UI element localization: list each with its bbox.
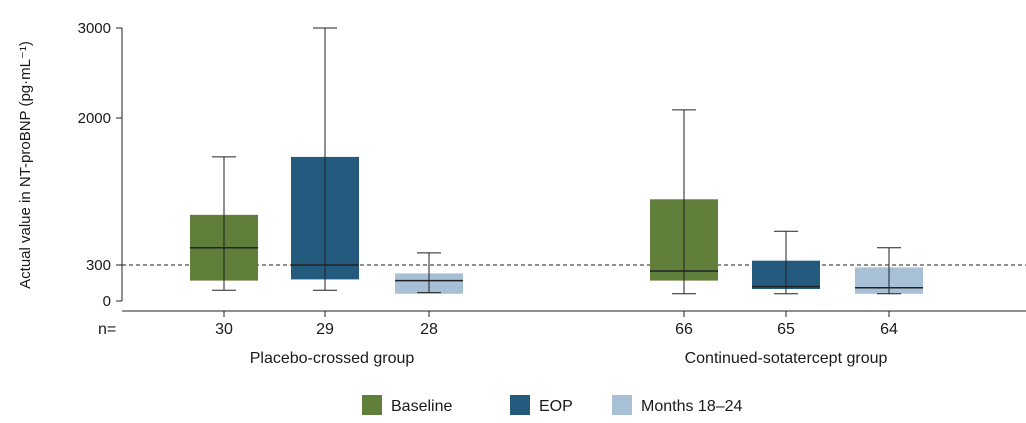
legend-swatch bbox=[510, 395, 530, 415]
legend-label: EOP bbox=[539, 398, 573, 415]
group-label: Continued-sotatercept group bbox=[685, 350, 888, 367]
legend-label: Baseline bbox=[391, 398, 452, 415]
legend: Baseline EOP Months 18–24 bbox=[362, 395, 743, 415]
y-axis-title: Actual value in NT-proBNP (pg·mL⁻¹) bbox=[17, 41, 34, 289]
y-tick-label: 0 bbox=[103, 293, 111, 310]
box-baseline-1 bbox=[190, 156, 258, 291]
legend-swatch bbox=[362, 395, 382, 415]
legend-label: Months 18–24 bbox=[641, 398, 743, 415]
n-count-label: 66 bbox=[675, 321, 693, 338]
n-count-label: 64 bbox=[880, 321, 898, 338]
box-eop-1 bbox=[291, 27, 359, 291]
n-count-label: 65 bbox=[777, 321, 795, 338]
n-prefix-label: n= bbox=[98, 321, 116, 338]
box-months-18-24-1 bbox=[395, 252, 463, 294]
box-layer bbox=[190, 27, 923, 295]
y-tick-label: 300 bbox=[86, 257, 111, 274]
n-count-label: 30 bbox=[215, 321, 233, 338]
axis-layer: 0 300 2000 3000 Actual value in NT-proBNP (p… bbox=[17, 20, 1026, 317]
group-label: Placebo-crossed group bbox=[250, 350, 415, 367]
legend-item-baseline: Baseline bbox=[362, 395, 452, 415]
legend-swatch bbox=[612, 395, 632, 415]
y-tick-label: 3000 bbox=[78, 20, 111, 37]
y-tick-label: 2000 bbox=[78, 110, 111, 127]
legend-item-eop: EOP bbox=[510, 395, 573, 415]
n-count-label: 29 bbox=[316, 321, 334, 338]
box-eop-2 bbox=[752, 230, 820, 295]
box-baseline-2 bbox=[650, 109, 718, 295]
legend-item-months-18-24: Months 18–24 bbox=[612, 395, 743, 415]
box-months-18-24-2 bbox=[855, 247, 923, 295]
n-count-label: 28 bbox=[420, 321, 438, 338]
label-layer: n= 30 29 28 Placebo-crossed group 66 65 64 Conti… bbox=[98, 321, 898, 367]
